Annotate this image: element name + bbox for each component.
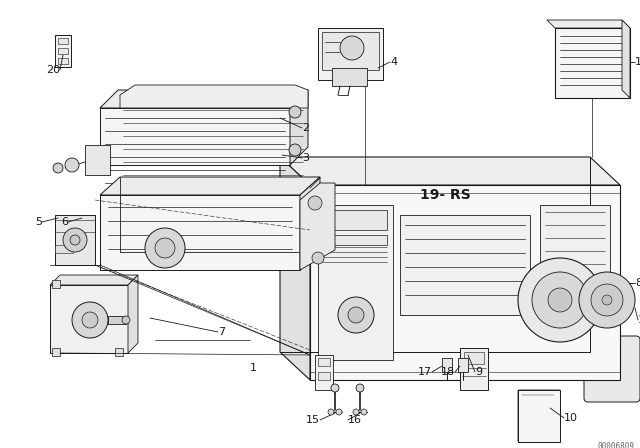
Text: 17: 17 [418, 367, 432, 377]
Text: 7: 7 [218, 327, 225, 337]
Bar [318, 205, 393, 360]
Polygon shape [100, 90, 308, 108]
Circle shape [289, 144, 301, 156]
Text: 8: 8 [635, 278, 640, 288]
Circle shape [518, 258, 602, 342]
Circle shape [312, 252, 324, 264]
Bar [85, 145, 110, 175]
Circle shape [532, 272, 588, 328]
Bar [318, 358, 330, 366]
Bar [55, 215, 95, 265]
Bar [55, 35, 71, 67]
Circle shape [70, 235, 80, 245]
Text: 16: 16 [348, 415, 362, 425]
Circle shape [348, 307, 364, 323]
Polygon shape [300, 183, 335, 270]
Bar [318, 28, 383, 80]
Bar [518, 390, 560, 442]
Bar [464, 352, 484, 364]
Text: 3: 3 [302, 153, 309, 163]
Circle shape [53, 163, 63, 173]
Text: 4: 4 [390, 57, 397, 67]
Bar [460, 348, 488, 390]
Polygon shape [128, 275, 138, 353]
Bar [55, 245, 73, 253]
Bar [52, 348, 60, 356]
FancyBboxPatch shape [584, 336, 640, 402]
Bar [318, 372, 330, 380]
Circle shape [308, 196, 322, 210]
Text: 10: 10 [564, 413, 578, 423]
Bar [108, 316, 126, 324]
Bar [55, 220, 95, 232]
Circle shape [72, 302, 108, 338]
Polygon shape [300, 177, 320, 270]
Polygon shape [280, 157, 620, 185]
Bar [400, 215, 530, 315]
Text: 20: 20 [46, 65, 60, 75]
Circle shape [361, 409, 367, 415]
Circle shape [63, 228, 87, 252]
Polygon shape [547, 20, 630, 28]
Bar [58, 38, 68, 44]
Polygon shape [290, 90, 308, 165]
Polygon shape [50, 275, 138, 285]
Bar [458, 358, 468, 372]
Circle shape [602, 295, 612, 305]
Bar [322, 210, 387, 230]
FancyBboxPatch shape [518, 390, 560, 442]
Circle shape [155, 238, 175, 258]
Circle shape [331, 384, 339, 392]
Polygon shape [310, 185, 620, 380]
Text: 19- RS: 19- RS [420, 188, 471, 202]
Bar [555, 28, 630, 98]
Polygon shape [100, 195, 300, 270]
Text: 15: 15 [306, 415, 320, 425]
Polygon shape [120, 85, 308, 108]
Text: 18: 18 [441, 367, 455, 377]
Text: 00006809: 00006809 [598, 442, 635, 448]
Circle shape [65, 158, 79, 172]
Polygon shape [100, 108, 290, 165]
Circle shape [82, 312, 98, 328]
Bar [58, 48, 68, 54]
Circle shape [548, 288, 572, 312]
Circle shape [353, 409, 359, 415]
Bar [58, 58, 68, 64]
Circle shape [145, 228, 185, 268]
Circle shape [591, 284, 623, 316]
Text: 9: 9 [475, 367, 482, 377]
Circle shape [122, 316, 130, 324]
Bar [50, 285, 128, 353]
Bar [332, 68, 367, 86]
Bar [315, 355, 333, 390]
Bar [442, 358, 452, 372]
Circle shape [336, 409, 342, 415]
Text: 5: 5 [35, 217, 42, 227]
Text: 2: 2 [302, 123, 309, 133]
Text: 11: 11 [635, 57, 640, 67]
Text: 6: 6 [61, 217, 68, 227]
Circle shape [328, 409, 334, 415]
Circle shape [340, 36, 364, 60]
Text: 12: 12 [638, 315, 640, 325]
Bar [540, 205, 610, 285]
Text: 1: 1 [250, 363, 257, 373]
Polygon shape [100, 177, 320, 195]
Polygon shape [280, 157, 310, 380]
Bar [322, 235, 387, 245]
Circle shape [338, 297, 374, 333]
Circle shape [289, 106, 301, 118]
Bar [52, 280, 60, 288]
Bar [115, 348, 123, 356]
Circle shape [579, 272, 635, 328]
Bar [322, 32, 379, 70]
Circle shape [356, 384, 364, 392]
Polygon shape [622, 20, 630, 98]
